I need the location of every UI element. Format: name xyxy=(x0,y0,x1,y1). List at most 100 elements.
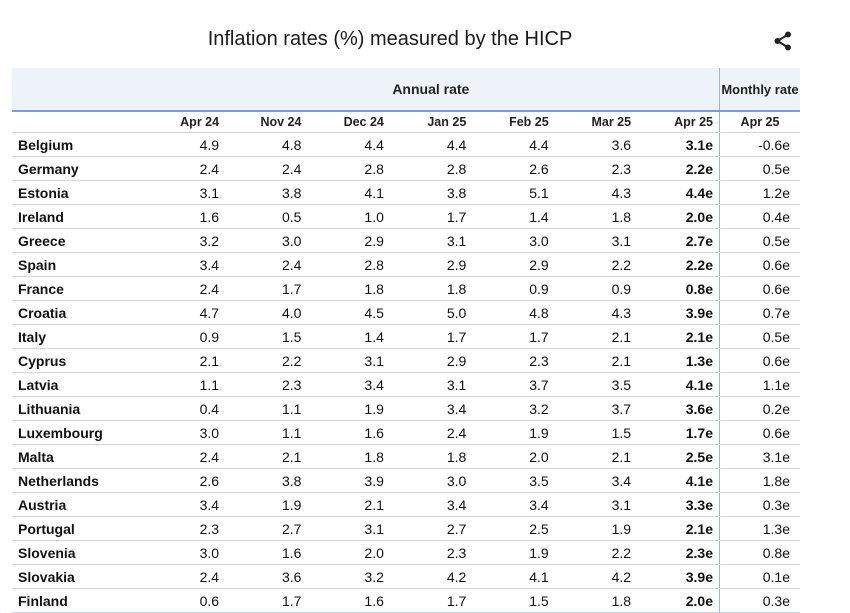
country-cell: Netherlands xyxy=(12,468,143,493)
value-cell: 1.8 xyxy=(307,444,390,469)
value-cell: 2.7 xyxy=(389,516,473,541)
value-cell: 2.9 xyxy=(389,252,473,277)
country-cell: Italy xyxy=(12,324,143,349)
value-cell: 3.9 xyxy=(307,468,390,493)
value-cell: 1.1e xyxy=(719,372,800,397)
value-cell: 1.9 xyxy=(225,492,308,517)
column-header-6: Mar 25 xyxy=(554,110,638,133)
value-cell: 1.7 xyxy=(389,588,473,613)
value-cell: 2.5e xyxy=(637,444,720,469)
value-cell: 1.0 xyxy=(307,204,390,229)
value-cell: 2.4 xyxy=(225,252,308,277)
hicp-table: Annual rate Monthly rate Apr 24 Nov 24 Dec… xyxy=(12,68,800,613)
value-cell: 4.4e xyxy=(637,180,720,205)
country-column-header xyxy=(12,110,143,133)
value-cell: 3.4 xyxy=(554,468,638,493)
value-cell: 3.1 xyxy=(554,492,638,517)
country-cell: Slovakia xyxy=(12,564,143,589)
value-cell: 3.0 xyxy=(142,540,226,565)
country-cell: Ireland xyxy=(12,204,143,229)
value-cell: 2.4 xyxy=(142,156,226,181)
table-row: Slovenia 3.0 1.6 2.0 2.3 1.9 2.2 2.3e 0.8e xyxy=(12,540,800,565)
value-cell: 2.7e xyxy=(637,228,720,253)
table-row: Italy 0.9 1.5 1.4 1.7 1.7 2.1 2.1e 0.5e xyxy=(12,324,800,349)
value-cell: 3.7 xyxy=(554,396,638,421)
value-cell: 0.6e xyxy=(719,420,800,445)
value-cell: 3.4 xyxy=(389,492,473,517)
value-cell: 0.8e xyxy=(637,276,720,301)
value-cell: 4.4 xyxy=(389,132,473,157)
value-cell: 1.8 xyxy=(307,276,390,301)
value-cell: 1.6 xyxy=(307,588,390,613)
value-cell: 1.8 xyxy=(554,204,638,229)
value-cell: 1.4 xyxy=(307,324,390,349)
value-cell: 0.1e xyxy=(719,564,800,589)
table-row: Austria 3.4 1.9 2.1 3.4 3.4 3.1 3.3e 0.3e xyxy=(12,492,800,517)
value-cell: 1.5 xyxy=(225,324,308,349)
value-cell: 0.9 xyxy=(554,276,638,301)
value-cell: 3.1 xyxy=(389,228,473,253)
country-cell: Estonia xyxy=(12,180,143,205)
value-cell: 4.7 xyxy=(142,300,226,325)
value-cell: 2.5 xyxy=(472,516,555,541)
value-cell: 2.2 xyxy=(554,540,638,565)
value-cell: 3.0 xyxy=(389,468,473,493)
table-row: Latvia 1.1 2.3 3.4 3.1 3.7 3.5 4.1e 1.1e xyxy=(12,372,800,397)
value-cell: 0.5e xyxy=(719,156,800,181)
value-cell: 3.1e xyxy=(637,132,720,157)
value-cell: 1.9 xyxy=(554,516,638,541)
value-cell: 1.8 xyxy=(389,444,473,469)
share-icon[interactable] xyxy=(772,30,794,52)
value-cell: 0.7e xyxy=(719,300,800,325)
value-cell: 4.0 xyxy=(225,300,308,325)
column-header-7: Apr 25 xyxy=(637,110,720,133)
country-cell: Slovenia xyxy=(12,540,143,565)
value-cell: 0.8e xyxy=(719,540,800,565)
value-cell: 3.4 xyxy=(142,492,226,517)
value-cell: 1.9 xyxy=(307,396,390,421)
value-cell: 4.8 xyxy=(225,132,308,157)
value-cell: 2.9 xyxy=(389,348,473,373)
value-cell: 3.1 xyxy=(389,372,473,397)
value-cell: 0.6e xyxy=(719,276,800,301)
value-cell: 5.0 xyxy=(389,300,473,325)
country-cell: Lithuania xyxy=(12,396,143,421)
value-cell: 1.7 xyxy=(389,204,473,229)
value-cell: 3.8 xyxy=(225,468,308,493)
value-cell: 1.1 xyxy=(142,372,226,397)
chart-title: Inflation rates (%) measured by the HICP xyxy=(207,28,573,50)
value-cell: 4.5 xyxy=(307,300,390,325)
value-cell: 2.2e xyxy=(637,252,720,277)
table-row: Malta 2.4 2.1 1.8 1.8 2.0 2.1 2.5e 3.1e xyxy=(12,444,800,469)
value-cell: 1.7 xyxy=(472,324,555,349)
value-cell: 1.3e xyxy=(719,516,800,541)
value-cell: 1.5 xyxy=(472,588,555,613)
value-cell: 2.3 xyxy=(472,348,555,373)
value-cell: 2.3 xyxy=(554,156,638,181)
country-cell: France xyxy=(12,276,143,301)
value-cell: 2.1 xyxy=(142,348,226,373)
value-cell: 1.1 xyxy=(225,396,308,421)
column-header-2: Nov 24 xyxy=(225,110,308,133)
value-cell: 4.8 xyxy=(472,300,555,325)
value-cell: 3.1 xyxy=(307,516,390,541)
value-cell: 0.5e xyxy=(719,228,800,253)
column-header-8: Apr 25 xyxy=(719,110,800,133)
value-cell: 2.0 xyxy=(307,540,390,565)
value-cell: 2.7 xyxy=(225,516,308,541)
value-cell: 3.2 xyxy=(472,396,555,421)
value-cell: 2.8 xyxy=(389,156,473,181)
country-cell: Luxembourg xyxy=(12,420,143,445)
value-cell: 2.9 xyxy=(307,228,390,253)
table-row: Lithuania 0.4 1.1 1.9 3.4 3.2 3.7 3.6e 0.2e xyxy=(12,396,800,421)
value-cell: 0.3e xyxy=(719,588,800,613)
country-cell: Germany xyxy=(12,156,143,181)
value-cell: 4.2 xyxy=(554,564,638,589)
table-row: Spain 3.4 2.4 2.8 2.9 2.9 2.2 2.2e 0.6e xyxy=(12,252,800,277)
value-cell: 3.1 xyxy=(142,180,226,205)
country-cell: Greece xyxy=(12,228,143,253)
value-cell: 0.3e xyxy=(719,492,800,517)
value-cell: 3.1e xyxy=(719,444,800,469)
value-cell: 2.4 xyxy=(142,276,226,301)
value-cell: 0.6 xyxy=(142,588,226,613)
